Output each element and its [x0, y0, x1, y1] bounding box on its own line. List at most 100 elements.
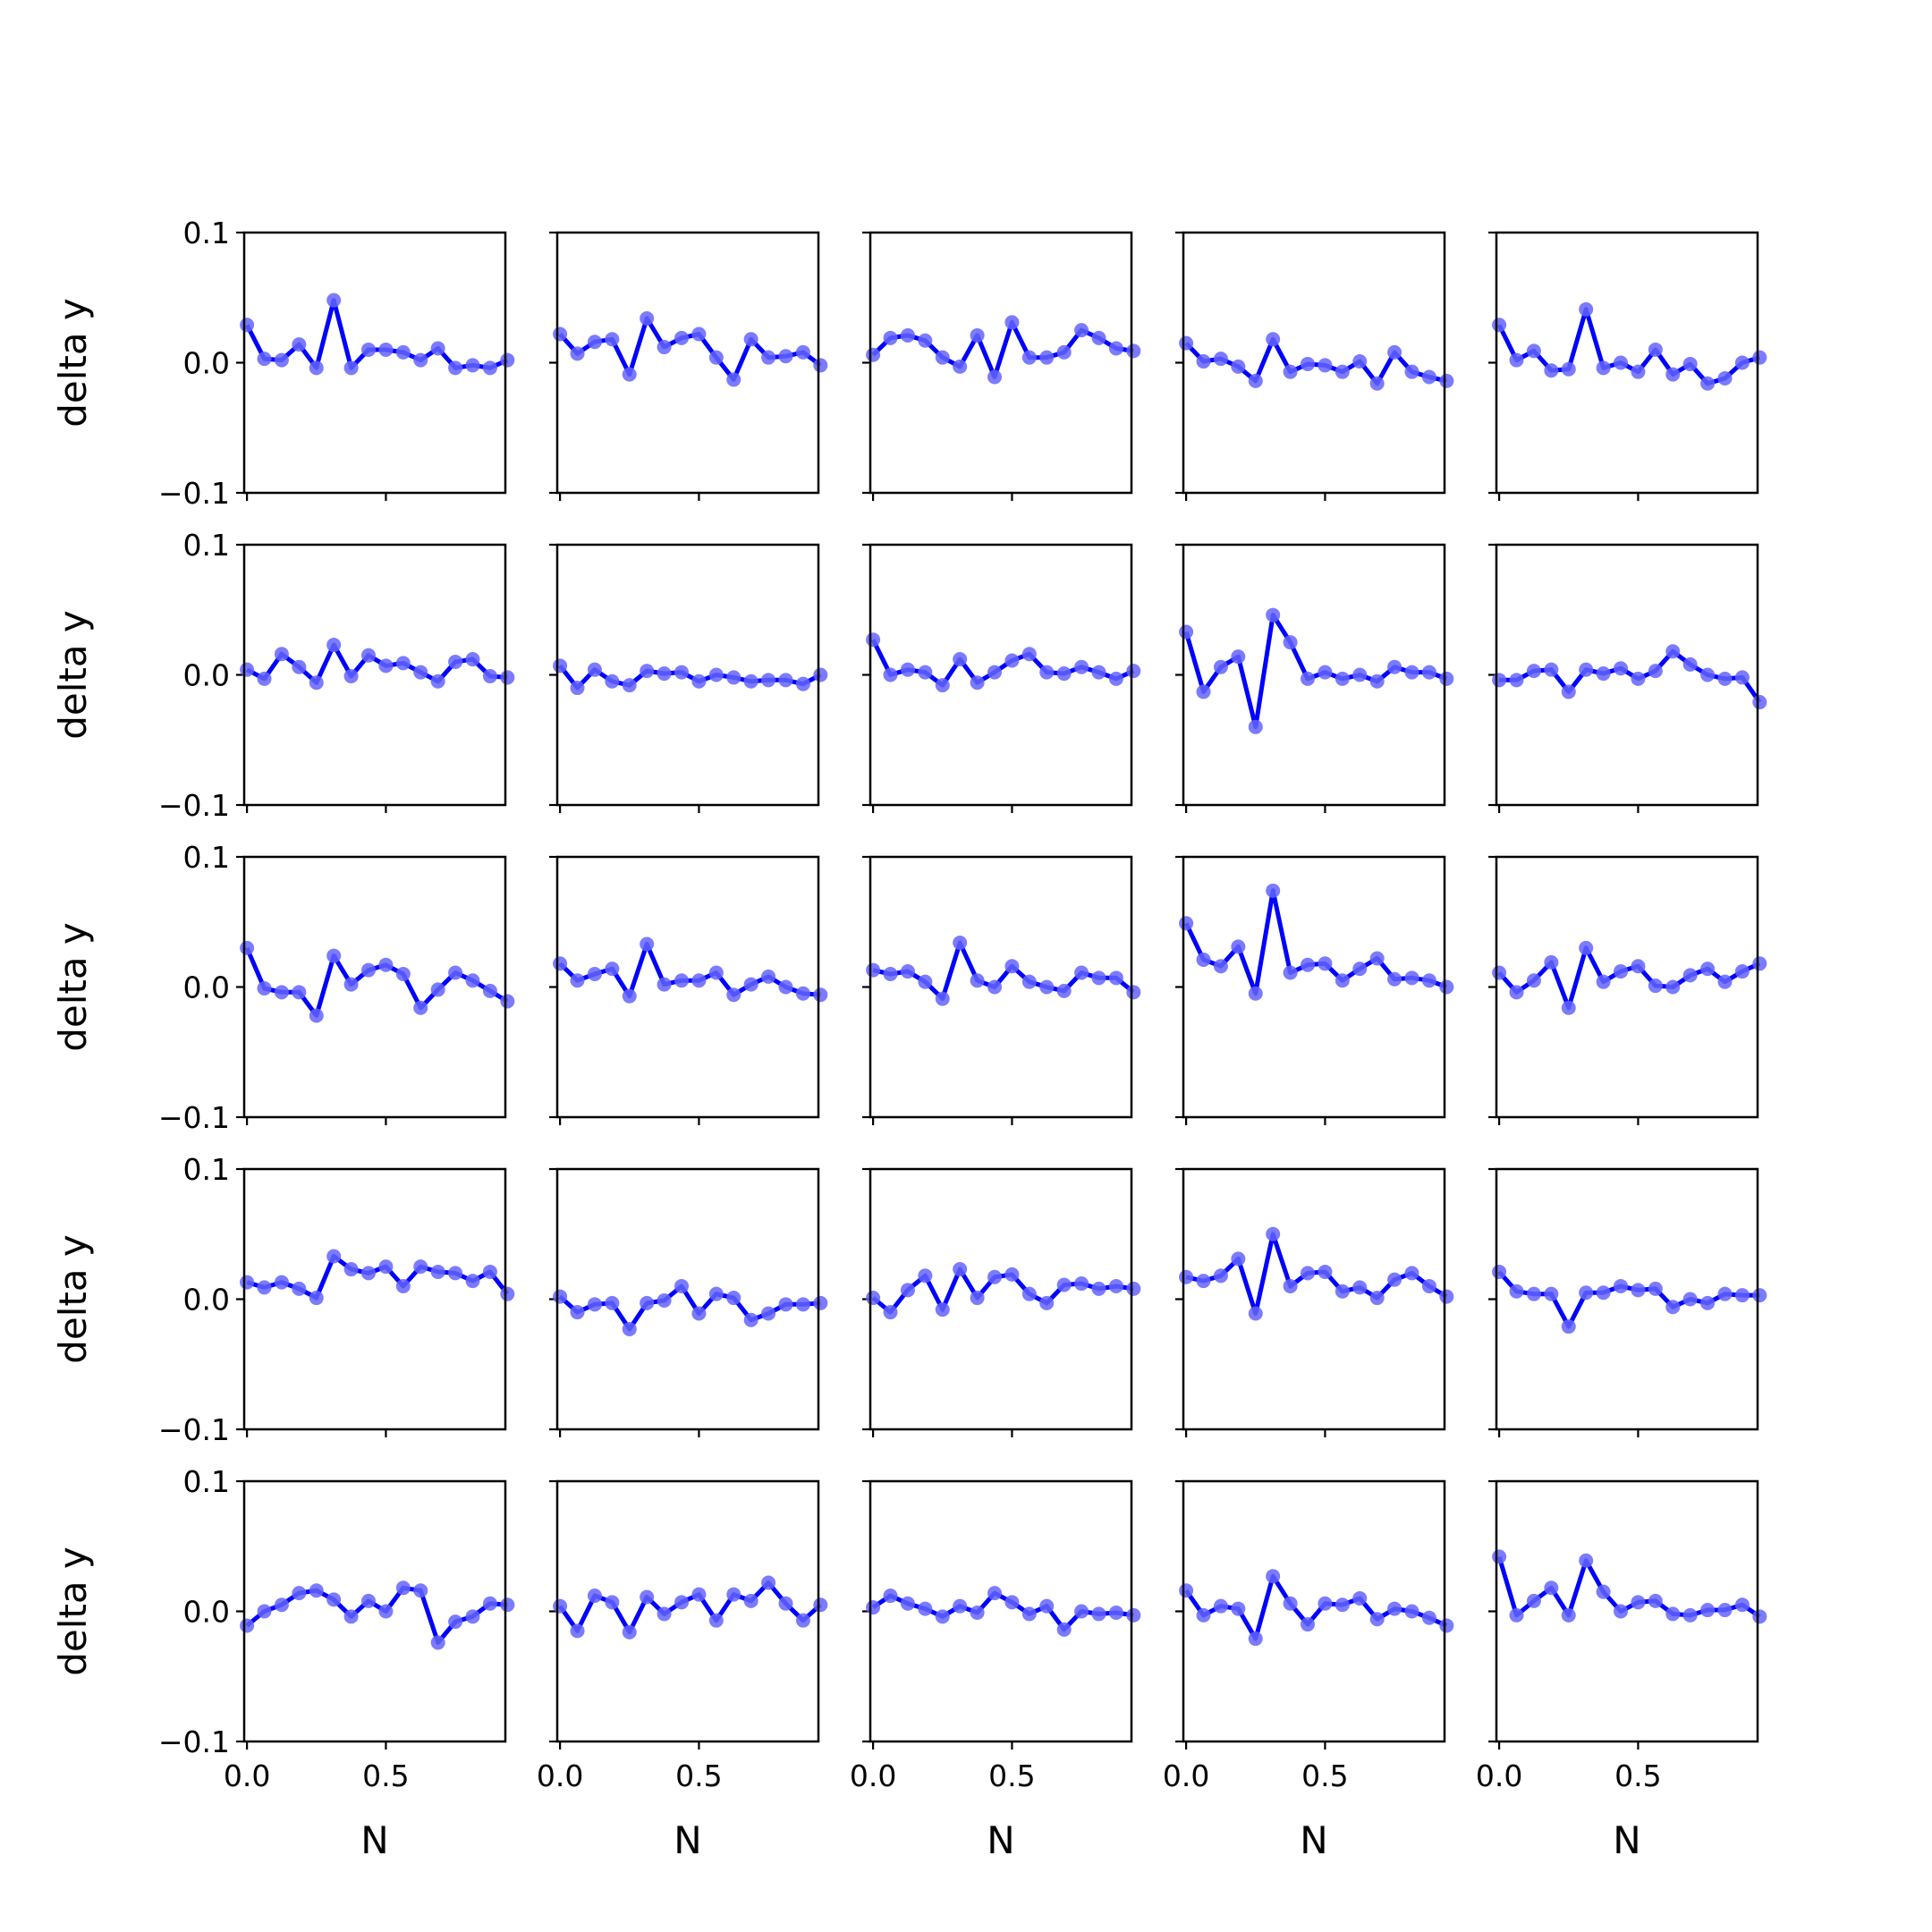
axes-frame — [1182, 543, 1446, 807]
data-point — [1301, 356, 1316, 371]
data-point — [1108, 1278, 1123, 1293]
data-point — [1091, 1606, 1106, 1622]
axes-frame — [242, 231, 507, 495]
series-line — [558, 942, 821, 999]
data-point — [1248, 719, 1263, 734]
data-point — [953, 359, 968, 374]
data-point — [674, 330, 690, 345]
data-point — [1369, 376, 1385, 391]
data-point — [1579, 301, 1594, 317]
data-point — [1752, 350, 1767, 365]
data-point — [309, 360, 324, 376]
data-point — [448, 360, 463, 376]
data-point — [553, 1289, 568, 1304]
data-point — [378, 957, 394, 972]
axes-frame — [555, 1479, 820, 1743]
data-point — [935, 678, 950, 693]
data-point — [953, 1262, 968, 1277]
data-point — [413, 1000, 428, 1015]
data-point — [1248, 373, 1263, 388]
data-point — [326, 638, 342, 653]
data-point — [570, 346, 585, 361]
data-point — [1318, 665, 1333, 680]
data-point — [935, 1302, 950, 1318]
data-point — [1301, 1266, 1316, 1281]
data-point — [1213, 659, 1228, 674]
data-point — [795, 676, 810, 691]
data-point — [1352, 962, 1368, 977]
data-point — [1248, 1631, 1263, 1647]
series-line — [1497, 1270, 1760, 1329]
x-tick-label: 0.0 — [1163, 1758, 1209, 1793]
data-point — [1700, 962, 1716, 977]
data-point — [413, 1259, 428, 1275]
data-point — [430, 1264, 445, 1279]
data-point — [970, 1291, 985, 1306]
data-point — [1387, 1272, 1402, 1287]
x-tick-label: 0.5 — [988, 1758, 1035, 1793]
data-point — [570, 681, 585, 696]
data-point — [1404, 1604, 1419, 1619]
data-point — [1335, 671, 1350, 686]
data-point — [1283, 364, 1298, 379]
data-point — [918, 665, 933, 680]
data-point — [1231, 1601, 1246, 1616]
data-point — [1561, 1319, 1576, 1335]
series-line — [245, 642, 508, 685]
data-point — [987, 979, 1003, 995]
data-point — [1091, 665, 1106, 680]
data-point — [1700, 376, 1716, 391]
data-point — [1387, 344, 1402, 360]
series-line — [558, 664, 822, 691]
data-point — [1544, 1286, 1559, 1301]
data-point — [674, 1278, 690, 1293]
y-axis-label: delta y — [51, 1546, 95, 1676]
data-point — [1526, 343, 1541, 359]
series-line — [871, 1590, 1134, 1632]
data-point — [1266, 883, 1281, 898]
data-point — [1021, 350, 1037, 365]
data-point — [778, 673, 793, 688]
data-point — [1213, 1598, 1228, 1614]
data-point — [1614, 661, 1629, 676]
data-point — [1492, 965, 1507, 980]
data-point — [395, 966, 411, 981]
data-point — [1544, 954, 1559, 970]
data-point — [274, 1597, 289, 1613]
data-point — [640, 311, 655, 326]
data-point — [953, 652, 968, 667]
data-point — [500, 670, 515, 685]
data-point — [1021, 1606, 1037, 1622]
data-point — [622, 988, 637, 1004]
data-point — [292, 985, 307, 1000]
data-point — [1734, 964, 1750, 979]
y-tick-label: 0.0 — [183, 970, 230, 1005]
x-tick-label: 0.5 — [362, 1758, 409, 1793]
data-point — [1074, 659, 1089, 674]
data-point — [1492, 318, 1507, 333]
data-point — [1318, 956, 1333, 971]
data-point — [553, 658, 568, 674]
data-point — [413, 352, 428, 368]
data-point — [1526, 973, 1541, 988]
series-line — [558, 1284, 821, 1332]
data-point — [1004, 1267, 1020, 1282]
data-point — [726, 1587, 741, 1602]
data-point — [257, 352, 272, 367]
data-point — [1108, 341, 1123, 356]
data-point — [482, 360, 497, 376]
axes-frame — [869, 1479, 1133, 1743]
data-point — [1421, 369, 1436, 385]
data-point — [657, 1606, 672, 1622]
y-tick-label: 0.1 — [183, 1152, 230, 1187]
data-point — [1421, 1610, 1436, 1625]
data-point — [900, 1283, 915, 1298]
series-line — [558, 1580, 822, 1635]
data-point — [1596, 974, 1611, 989]
data-point — [605, 1295, 620, 1310]
series-line — [245, 1585, 508, 1645]
data-point — [361, 1593, 377, 1608]
data-point — [1717, 1286, 1733, 1301]
axes-frame — [242, 855, 507, 1119]
